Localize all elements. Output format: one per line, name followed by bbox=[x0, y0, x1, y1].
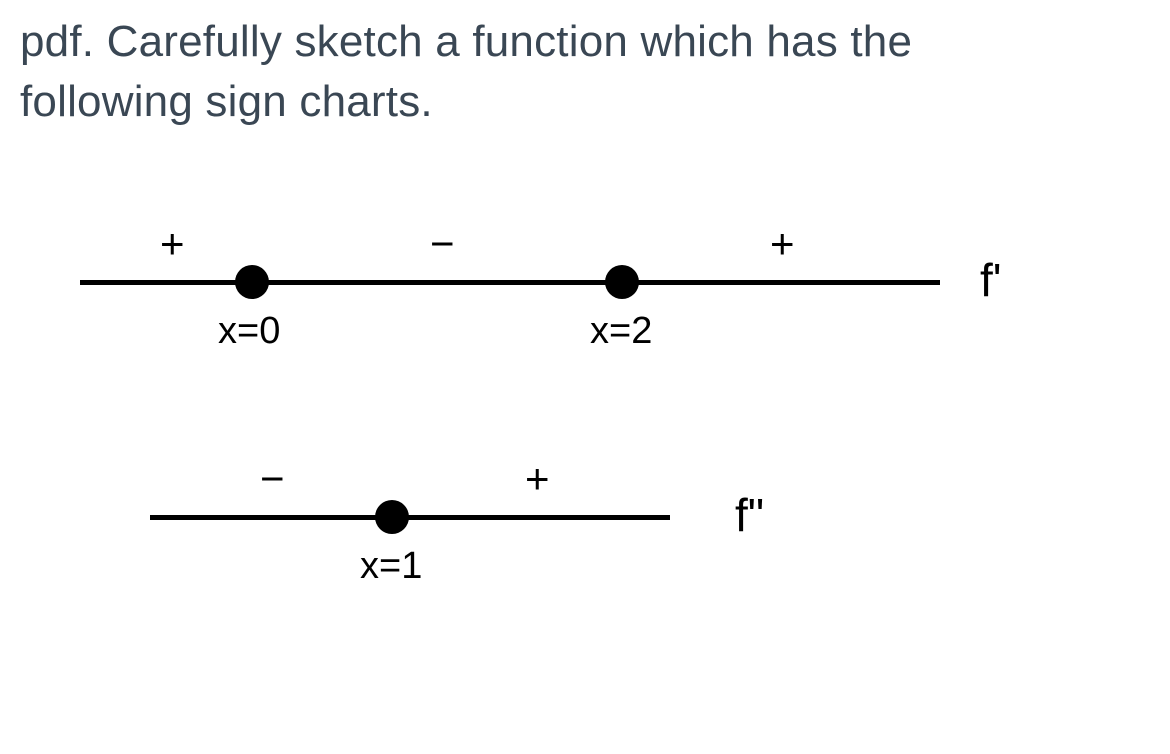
fprime-sign-3: + bbox=[770, 220, 795, 268]
fprime-xlabel-1: x=0 bbox=[218, 310, 280, 353]
fdoubleprime-sign-2: + bbox=[525, 455, 550, 503]
fdoubleprime-dot-1 bbox=[375, 500, 409, 534]
fdoubleprime-xlabel-1: x=1 bbox=[360, 545, 422, 588]
fdoubleprime-number-line bbox=[150, 515, 670, 520]
fprime-label: f' bbox=[980, 253, 1002, 307]
fprime-sign-1: + bbox=[160, 220, 185, 268]
fprime-dot-1 bbox=[235, 265, 269, 299]
fprime-xlabel-2: x=2 bbox=[590, 310, 652, 353]
fprime-number-line bbox=[80, 280, 940, 285]
instruction-line-1: pdf. Carefully sketch a function which h… bbox=[20, 12, 912, 71]
instruction-line-2: following sign charts. bbox=[20, 72, 433, 131]
fprime-dot-2 bbox=[605, 265, 639, 299]
fdoubleprime-label: f" bbox=[735, 488, 764, 542]
fprime-sign-2: − bbox=[430, 220, 455, 268]
fdoubleprime-sign-1: − bbox=[260, 455, 285, 503]
